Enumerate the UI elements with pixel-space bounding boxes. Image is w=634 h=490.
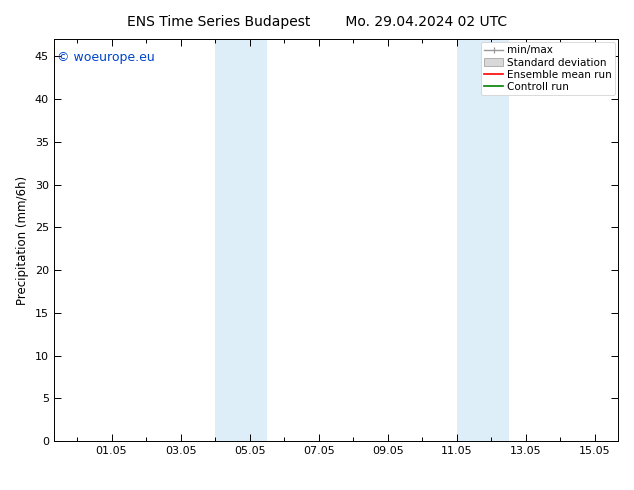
Bar <box>457 39 508 441</box>
Y-axis label: Precipitation (mm/6h): Precipitation (mm/6h) <box>16 175 29 305</box>
Text: ENS Time Series Budapest        Mo. 29.04.2024 02 UTC: ENS Time Series Budapest Mo. 29.04.2024 … <box>127 15 507 29</box>
Bar <box>215 39 267 441</box>
Legend: min/max, Standard deviation, Ensemble mean run, Controll run: min/max, Standard deviation, Ensemble me… <box>481 42 615 95</box>
Text: © woeurope.eu: © woeurope.eu <box>56 51 155 64</box>
